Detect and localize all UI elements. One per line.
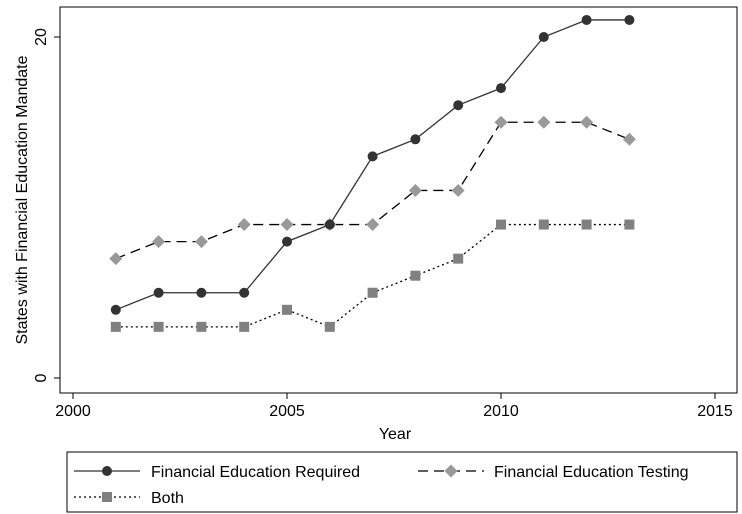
data-point-testing (366, 218, 380, 232)
legend-label-both: Both (151, 490, 184, 507)
data-point-testing (237, 218, 251, 232)
series-both (110, 219, 635, 332)
data-point-both (538, 219, 549, 230)
data-point-both (324, 321, 335, 332)
legend-marker-both (102, 492, 112, 502)
data-point-testing (280, 218, 294, 232)
x-tick-label: 2015 (697, 403, 733, 420)
data-point-required (153, 287, 164, 298)
data-point-both (367, 287, 378, 298)
data-point-both (453, 253, 464, 264)
plot-area (59, 6, 738, 394)
data-point-both (581, 219, 592, 230)
data-point-both (196, 321, 207, 332)
x-axis-ticks: 2000 2005 2010 2015 (55, 393, 733, 420)
data-point-both (153, 321, 164, 332)
y-tick-label: 20 (33, 28, 50, 46)
data-point-required (410, 134, 421, 145)
data-point-required (453, 100, 464, 111)
data-point-testing (451, 183, 465, 197)
data-point-required (110, 304, 121, 315)
data-point-testing (580, 115, 594, 129)
y-tick-label: 0 (33, 373, 50, 382)
y-axis-title: States with Financial Education Mandate (14, 55, 31, 344)
legend-marker-required (102, 466, 112, 476)
legend-label-required: Financial Education Required (151, 464, 360, 481)
data-point-both (624, 219, 635, 230)
x-axis-title: Year (379, 426, 412, 443)
x-tick-label: 2000 (55, 403, 91, 420)
legend-symbols (74, 464, 484, 502)
data-point-testing (408, 183, 422, 197)
data-point-required (367, 151, 378, 162)
data-point-both (282, 304, 292, 315)
x-tick-label: 2010 (483, 403, 519, 420)
series-testing (109, 115, 636, 266)
data-point-required (496, 83, 506, 94)
data-point-both (110, 321, 121, 332)
data-point-required (282, 236, 292, 247)
data-point-testing (537, 115, 551, 129)
x-tick-label: 2005 (269, 403, 305, 420)
data-point-testing (194, 235, 208, 249)
data-point-both (410, 270, 421, 281)
data-point-both (239, 321, 250, 332)
y-axis-ticks: 0 20 (33, 28, 60, 382)
data-point-testing (152, 235, 166, 249)
legend-label-testing: Financial Education Testing (494, 464, 689, 481)
data-point-required (581, 14, 592, 25)
data-point-required (538, 32, 549, 42)
data-point-testing (494, 115, 508, 129)
legend: Financial Education Required Financial E… (66, 451, 738, 513)
series-required (110, 14, 635, 315)
data-point-testing (109, 252, 123, 266)
legend-marker-testing (444, 464, 458, 478)
legend-box (66, 451, 738, 513)
data-point-required (239, 287, 250, 298)
data-point-required (324, 219, 335, 230)
data-point-testing (622, 132, 636, 146)
data-point-required (624, 14, 635, 25)
data-point-required (196, 287, 207, 298)
series-layer (109, 14, 636, 332)
data-point-both (496, 219, 506, 230)
